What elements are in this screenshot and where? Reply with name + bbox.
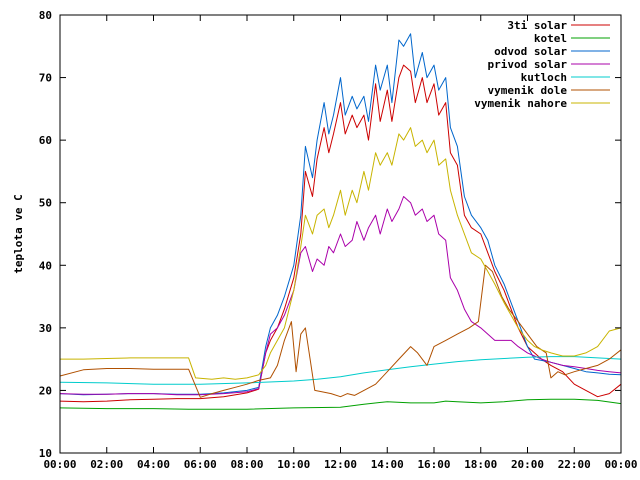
- y-axis-label: teplota ve C: [12, 194, 25, 273]
- legend-label: kotel: [534, 32, 567, 45]
- y-tick-label: 20: [39, 384, 52, 397]
- series-line-vymenik-dole: [59, 264, 622, 398]
- x-tick-label: 22:00: [558, 458, 591, 471]
- x-tick-label: 02:00: [90, 458, 123, 471]
- y-tick-label: 40: [39, 259, 52, 272]
- x-tick-label: 12:00: [324, 458, 357, 471]
- legend-label: privod solar: [488, 58, 568, 71]
- x-tick-label: 18:00: [464, 458, 497, 471]
- series-line-kotel: [59, 398, 622, 410]
- y-tick-label: 10: [39, 447, 52, 460]
- x-tick-label: 14:00: [371, 458, 404, 471]
- legend-label: kutloch: [521, 71, 567, 84]
- x-tick-label: 00:00: [604, 458, 637, 471]
- x-tick-label: 16:00: [417, 458, 450, 471]
- y-tick-label: 70: [39, 72, 52, 85]
- legend-label: vymenik nahore: [474, 97, 567, 110]
- axis-layer: 10 20 30 40 50 60 70 80 00:00 02:00 04:00 06:00 08:0…: [39, 9, 638, 471]
- legend-label: vymenik dole: [488, 84, 568, 97]
- y-tick-label: 50: [39, 197, 52, 210]
- legend-label: 3ti solar: [507, 19, 567, 32]
- x-tick-label: 20:00: [511, 458, 544, 471]
- x-tick-label: 00:00: [43, 458, 76, 471]
- legend-label: odvod solar: [494, 45, 567, 58]
- series-line-privod-solar: [59, 196, 622, 396]
- series-layer: [59, 33, 622, 410]
- x-tick-label: 08:00: [230, 458, 263, 471]
- y-tick-label: 80: [39, 9, 52, 22]
- x-tick-label: 10:00: [277, 458, 310, 471]
- y-tick-label: 60: [39, 134, 52, 147]
- x-tick-label: 04:00: [137, 458, 170, 471]
- y-tick-label: 30: [39, 322, 52, 335]
- series-line-vymenik-nahore: [60, 127, 622, 380]
- x-tick-label: 06:00: [184, 458, 217, 471]
